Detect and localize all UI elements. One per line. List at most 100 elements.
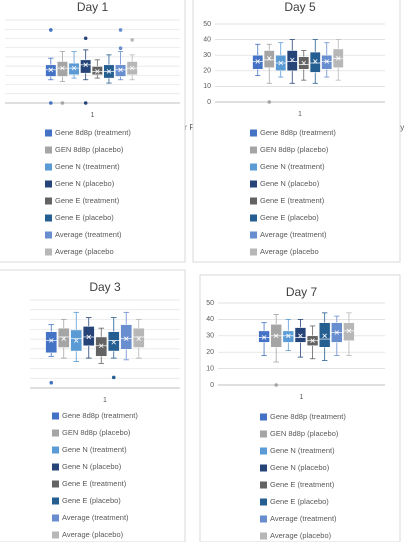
box: [286, 50, 298, 72]
mean-marker: [310, 338, 315, 344]
legend-label: GEN 8d8p (placebo): [62, 428, 131, 437]
mean-marker: [278, 60, 284, 66]
legend-label: Gene N (placebo): [55, 179, 115, 188]
box: [120, 324, 133, 350]
box: [107, 331, 120, 352]
mean-marker: [334, 330, 340, 335]
y-tick-label: 20: [206, 349, 214, 356]
chart-title: Day 1: [77, 0, 109, 14]
box: [258, 330, 270, 343]
legend-label: GEN 8d8p (placebo): [55, 145, 124, 154]
outlier: [49, 101, 53, 105]
box: [95, 336, 108, 357]
legend-label: Gene N (treatment): [260, 162, 325, 171]
legend-swatch: [260, 447, 267, 455]
y-tick-label: 40: [203, 36, 211, 43]
mean-marker: [322, 333, 327, 339]
box: [294, 327, 307, 343]
legend-label: Gene N (treatment): [62, 445, 127, 454]
outlier: [49, 380, 54, 385]
outlier: [49, 28, 53, 32]
y-tick-label: 20: [203, 68, 211, 75]
box: [115, 64, 127, 77]
legend-label: Average (treatment): [260, 230, 327, 239]
mean-marker: [71, 65, 77, 71]
mean-marker: [83, 62, 88, 68]
legend-swatch: [260, 515, 267, 523]
mean-marker: [48, 338, 54, 343]
legend-swatch: [45, 197, 52, 205]
legend-swatch: [260, 464, 267, 472]
outlier: [267, 100, 272, 104]
legend-swatch: [250, 197, 257, 205]
mean-marker: [123, 336, 129, 342]
legend-label: Gene 8d8p (treatment): [62, 411, 138, 420]
legend-swatch: [45, 146, 52, 154]
mean-marker: [111, 339, 117, 345]
box: [45, 64, 57, 77]
y-tick-label: 30: [206, 333, 214, 340]
outlier: [83, 36, 88, 41]
legend-label: Average (placebo): [62, 530, 124, 539]
legend-swatch: [45, 163, 52, 171]
outlier: [111, 375, 116, 380]
legend-label: Gene 8d8p (treatment): [270, 412, 346, 421]
box: [45, 331, 58, 354]
legend-swatch: [250, 231, 257, 239]
mean-marker: [266, 56, 272, 61]
legend-swatch: [45, 180, 52, 188]
legend-swatch: [250, 146, 257, 154]
legend-swatch: [52, 514, 59, 522]
legend-label: Gene E (placebo): [62, 496, 121, 505]
legend-label: GEN 8d8p (placebo): [260, 145, 329, 154]
mean-marker: [95, 69, 100, 74]
box: [321, 54, 333, 70]
mean-marker: [106, 69, 112, 74]
x-tick-label: 1: [103, 397, 107, 404]
legend-swatch: [45, 248, 52, 256]
chart-title: Day 7: [286, 285, 318, 299]
mean-marker: [324, 59, 330, 64]
mean-marker: [273, 333, 279, 339]
legend-swatch: [260, 498, 267, 506]
legend-swatch: [260, 532, 267, 540]
chart: Day 3 1 Gene 8d8p (treatment) GEN 8d8p (pla…: [0, 269, 186, 543]
legend-label: Gene 8d8p (treatment): [55, 128, 131, 137]
mean-marker: [98, 343, 104, 349]
box: [309, 51, 321, 73]
legend-label: Gene E (placebo): [260, 213, 319, 222]
mean-marker: [289, 57, 295, 63]
legend-swatch: [250, 214, 257, 222]
y-tick-label: 30: [203, 52, 211, 59]
legend-swatch: [52, 463, 59, 471]
box: [57, 327, 70, 348]
legend-label: Gene E (treatment): [260, 196, 325, 205]
legend-label: Gene E (treatment): [62, 479, 127, 488]
chart-frame: [192, 0, 401, 263]
legend-label: Gene E (treatment): [270, 480, 335, 489]
chart: Day 5 0 10 20 30 40 50 1 Gene 8d8p (treatment) GE…: [192, 0, 401, 263]
mean-marker: [286, 333, 291, 339]
mean-marker: [61, 336, 67, 342]
box: [282, 330, 295, 343]
x-tick-label: 1: [300, 394, 304, 401]
y-tick-label: 50: [206, 300, 214, 307]
legend-swatch: [52, 531, 59, 539]
legend-label: Gene N (placebo): [260, 179, 320, 188]
legend-label: Average (treatment): [55, 230, 122, 239]
box: [263, 50, 275, 68]
legend-label: Gene E (placebo): [270, 497, 329, 506]
box: [343, 322, 355, 341]
box: [132, 327, 145, 348]
x-tick-label: 1: [298, 111, 302, 118]
legend-label: Average (treatment): [270, 514, 337, 523]
box: [252, 54, 264, 70]
box: [318, 322, 331, 348]
legend-label: Gene N (treatment): [270, 446, 335, 455]
mean-marker: [335, 56, 341, 61]
box: [91, 66, 103, 76]
mean-marker: [48, 67, 54, 73]
legend-label: Gene N (treatment): [55, 162, 120, 171]
mean-marker: [73, 338, 79, 343]
mean-marker: [346, 328, 352, 334]
